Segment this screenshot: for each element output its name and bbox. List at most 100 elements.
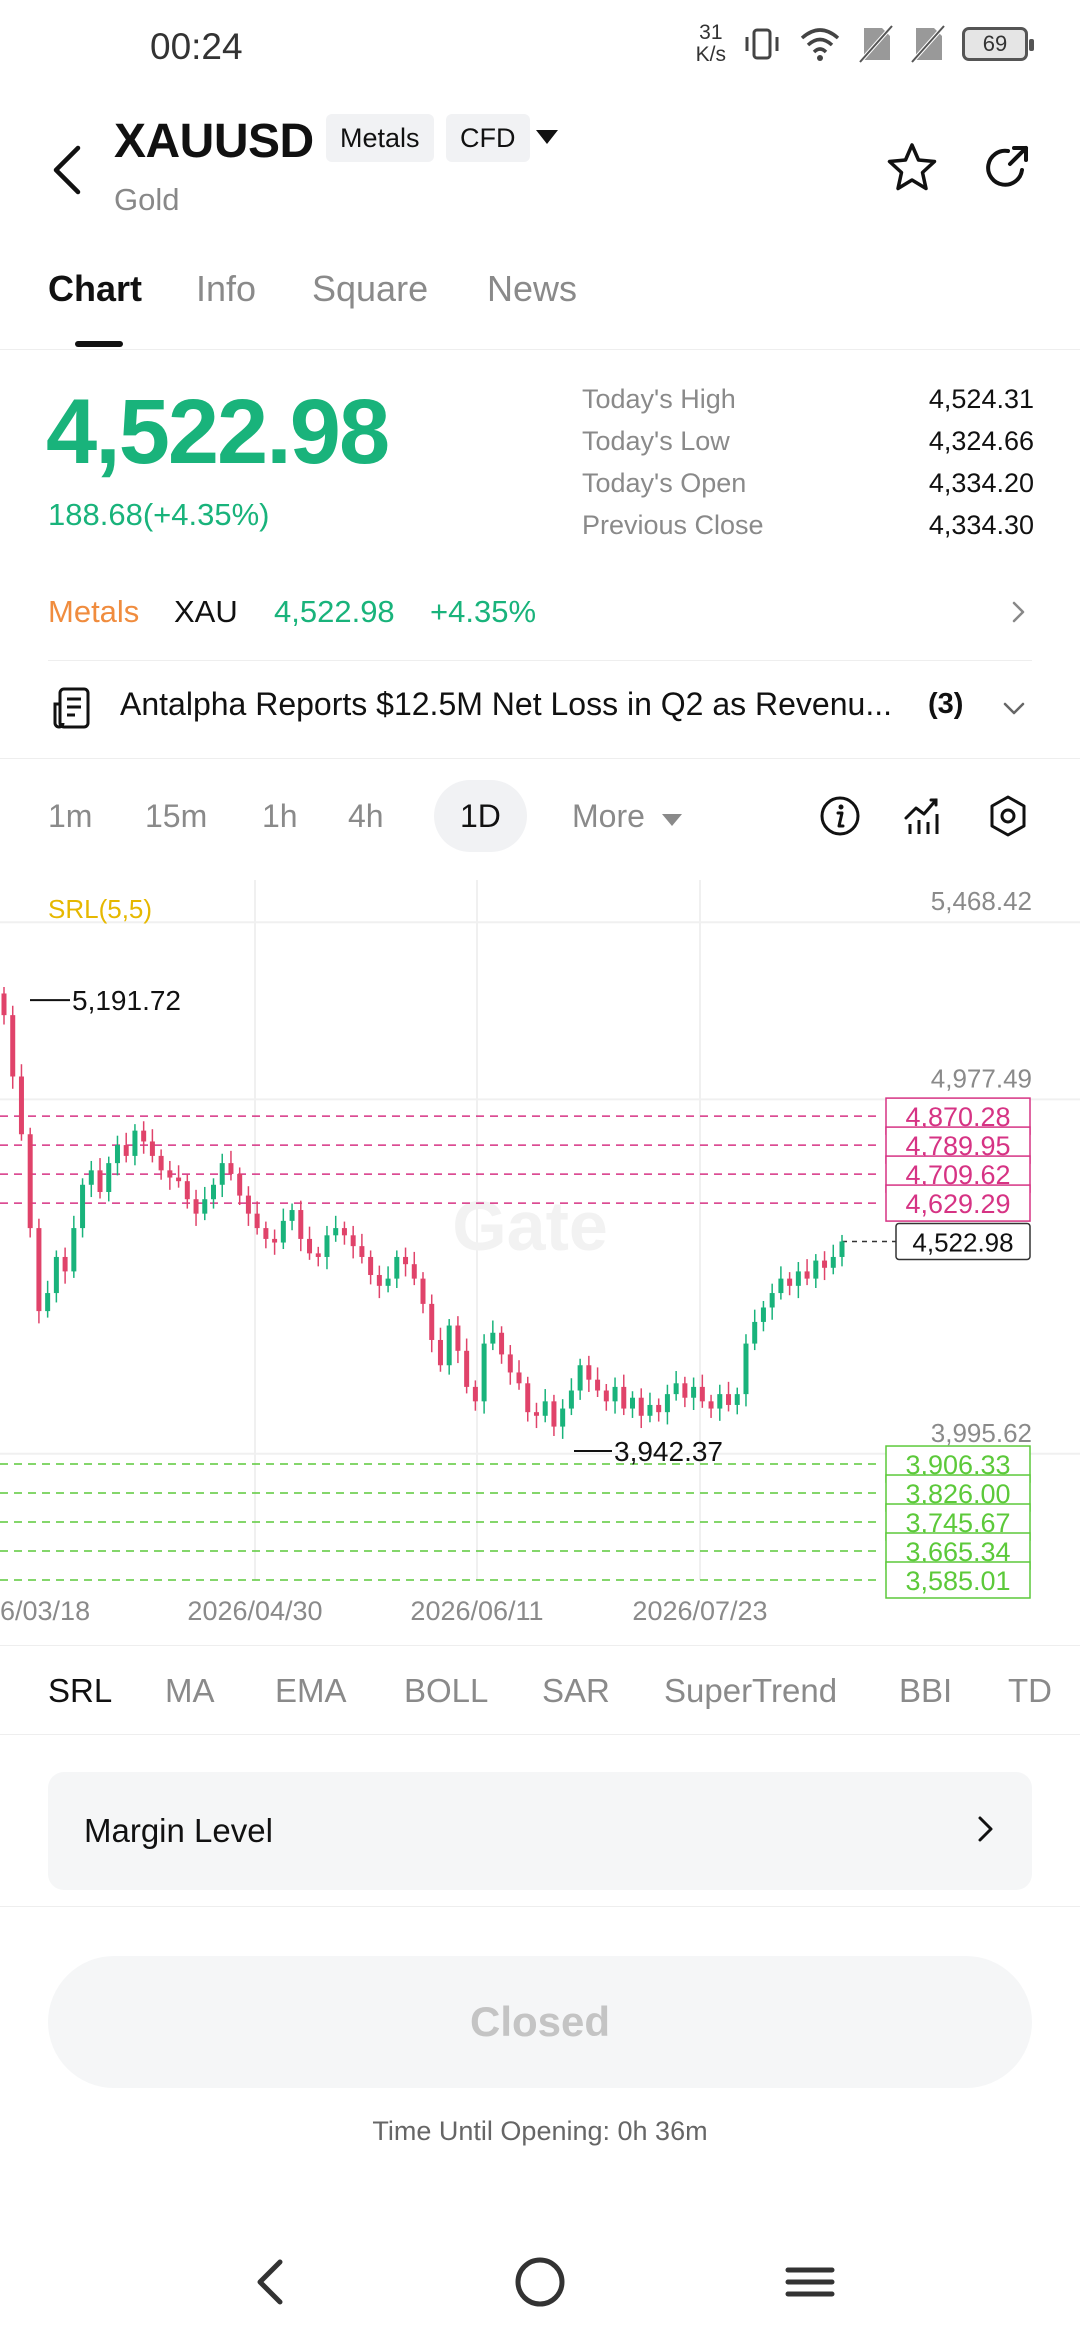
candle-body	[123, 1145, 129, 1156]
candle-body	[664, 1394, 670, 1413]
candle-body	[10, 1015, 16, 1077]
candle-body	[586, 1365, 592, 1380]
watermark-text: Gate	[452, 1187, 608, 1265]
symbol-dropdown-icon[interactable]	[536, 130, 558, 144]
tab-info[interactable]: Info	[196, 268, 257, 309]
indicator-chart-icon[interactable]	[902, 794, 946, 838]
status-time: 00:24	[150, 26, 243, 67]
nav-menu-icon[interactable]	[774, 2246, 846, 2318]
timeframe-15m[interactable]: 15m	[145, 798, 208, 834]
favorite-star-icon[interactable]	[884, 140, 940, 196]
divider	[0, 1906, 1080, 1907]
chevron-down-icon[interactable]	[1000, 694, 1028, 722]
resistance-label-box	[885, 1184, 1031, 1222]
related-price: 4,522.98	[274, 594, 395, 629]
timeframe-more[interactable]: More	[572, 798, 645, 834]
indicator-ema[interactable]: EMA	[275, 1672, 347, 1709]
candle-body	[341, 1228, 347, 1236]
candle-body	[472, 1386, 478, 1402]
cfd-tag: CFD	[446, 114, 530, 162]
candle-body	[280, 1220, 286, 1243]
x-axis-tick-label: 6/03/18	[0, 1596, 90, 1626]
vibrate-icon	[745, 28, 779, 60]
stat-row-prev-close: Previous Close 4,334.30	[582, 504, 1034, 546]
stat-label: Today's Open	[582, 468, 747, 498]
candle-body	[1, 993, 7, 1016]
candle-body	[533, 1412, 539, 1416]
time-until-opening: Time Until Opening: 0h 36m	[372, 2116, 708, 2146]
candle-body	[577, 1365, 583, 1391]
share-icon[interactable]	[980, 140, 1036, 196]
indicator-supertrend[interactable]: SuperTrend	[664, 1672, 838, 1709]
candle-body	[149, 1141, 155, 1156]
candle-body	[760, 1307, 766, 1322]
info-icon[interactable]	[818, 794, 862, 838]
stat-value: 4,334.30	[928, 510, 1034, 540]
candle-body	[813, 1260, 819, 1279]
tab-chart[interactable]: Chart	[48, 268, 143, 309]
support-label: 3,585.01	[905, 1566, 1010, 1596]
indicator-sar[interactable]: SAR	[542, 1672, 610, 1709]
nav-home-icon[interactable]	[504, 2246, 576, 2318]
related-market-row[interactable]: Metals XAU 4,522.98 +4.35%	[48, 584, 1032, 640]
indicator-ma[interactable]: MA	[165, 1672, 215, 1709]
indicator-srl[interactable]: SRL	[48, 1672, 113, 1709]
related-symbol: XAU	[174, 594, 238, 629]
candle-body	[507, 1354, 513, 1373]
indicator-bar: SRL MA EMA BOLL SAR SuperTrend BBI TD	[0, 1645, 1080, 1735]
x-axis-tick-label: 2026/06/11	[410, 1596, 543, 1626]
margin-level-label: Margin Level	[84, 1812, 273, 1849]
timeframe-1m[interactable]: 1m	[48, 798, 93, 834]
candle-body	[385, 1278, 391, 1286]
timeframe-1d[interactable]: 1D	[434, 780, 527, 852]
tab-square[interactable]: Square	[312, 268, 429, 309]
settings-icon[interactable]	[986, 794, 1030, 838]
news-row[interactable]: Antalpha Reports $12.5M Net Loss in Q2 a…	[48, 680, 1032, 736]
market-closed-button[interactable]: Closed	[48, 1956, 1032, 2088]
resistance-label: 4,629.29	[905, 1189, 1010, 1219]
indicator-bbi[interactable]: BBI	[899, 1672, 953, 1709]
indicator-boll[interactable]: BOLL	[404, 1672, 489, 1709]
stat-row-high: Today's High 4,524.31	[582, 378, 1034, 420]
nav-back-icon[interactable]	[236, 2246, 308, 2318]
current-price-label: 4,522.98	[912, 1227, 1013, 1257]
candle-body	[656, 1404, 662, 1413]
battery-icon: 69	[962, 27, 1034, 61]
candle-body	[743, 1343, 749, 1395]
back-icon[interactable]	[44, 140, 94, 200]
candlestick-chart[interactable]: Gate 4,870.284,789.954,709.624,629.293,9…	[0, 880, 1080, 1640]
candle-body	[45, 1293, 51, 1312]
candle-body	[804, 1271, 810, 1279]
candle-body	[350, 1235, 356, 1247]
no-sim-icon-2	[910, 24, 946, 64]
stat-label: Today's Low	[582, 426, 730, 456]
related-percent: +4.35%	[430, 594, 537, 629]
candle-body	[420, 1278, 426, 1304]
candle-body	[184, 1181, 190, 1200]
price-chart[interactable]: Gate 4,870.28 4,789.95 4,709.62 4,629.29 3,9…	[0, 880, 1080, 1640]
candle-body	[228, 1163, 234, 1174]
x-axis-tick-label: 2026/07/23	[632, 1596, 767, 1626]
candle-body	[778, 1278, 784, 1294]
candle-body	[141, 1130, 147, 1142]
margin-level-row[interactable]: Margin Level	[48, 1772, 1032, 1890]
candle-body	[839, 1241, 845, 1257]
indicator-td[interactable]: TD	[1008, 1672, 1052, 1709]
stat-value: 4,524.31	[928, 384, 1034, 414]
candle-body	[289, 1210, 295, 1221]
candle-body	[560, 1408, 566, 1427]
daily-stats: Today's High 4,524.31 Today's Low 4,324.66…	[582, 378, 1034, 546]
stat-row-open: Today's Open 4,334.20	[582, 462, 1034, 504]
category-tag: Metals	[326, 114, 434, 162]
candle-body	[333, 1228, 339, 1236]
candle-body	[630, 1397, 635, 1409]
y-axis-tick-label: 3,995.62	[931, 1418, 1032, 1448]
timeframe-1h[interactable]: 1h	[262, 798, 298, 834]
tab-news[interactable]: News	[487, 268, 578, 309]
timeframe-4h[interactable]: 4h	[348, 798, 384, 834]
stat-row-low: Today's Low 4,324.66	[582, 420, 1034, 462]
candle-body	[612, 1386, 618, 1402]
candle-body	[80, 1184, 86, 1229]
candle-body	[114, 1145, 120, 1164]
stat-label: Today's High	[582, 384, 736, 414]
